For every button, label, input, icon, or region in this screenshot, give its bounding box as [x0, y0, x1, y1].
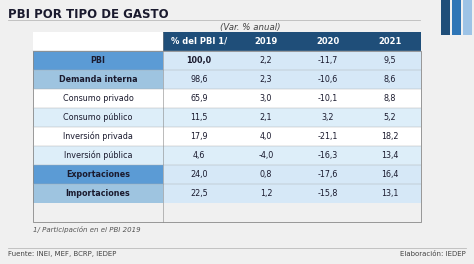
Text: -17,6: -17,6 — [318, 170, 338, 179]
Text: 16,4: 16,4 — [381, 170, 399, 179]
Text: 2021: 2021 — [378, 37, 401, 46]
Text: 0,8: 0,8 — [260, 170, 272, 179]
FancyBboxPatch shape — [33, 89, 163, 108]
Text: Inversión pública: Inversión pública — [64, 151, 132, 160]
Text: PBI: PBI — [91, 56, 106, 65]
Text: 3,0: 3,0 — [260, 94, 272, 103]
Text: 13,4: 13,4 — [381, 151, 399, 160]
FancyBboxPatch shape — [441, 0, 450, 35]
FancyBboxPatch shape — [463, 0, 472, 35]
FancyBboxPatch shape — [163, 32, 421, 51]
FancyBboxPatch shape — [33, 108, 163, 127]
FancyBboxPatch shape — [452, 0, 461, 35]
FancyBboxPatch shape — [33, 127, 163, 146]
Text: 65,9: 65,9 — [190, 94, 208, 103]
Text: -15,8: -15,8 — [318, 189, 338, 198]
Text: 2020: 2020 — [316, 37, 340, 46]
Text: 3,2: 3,2 — [322, 113, 334, 122]
Text: -11,7: -11,7 — [318, 56, 338, 65]
Text: 98,6: 98,6 — [190, 75, 208, 84]
FancyBboxPatch shape — [33, 165, 163, 184]
Text: PBI POR TIPO DE GASTO: PBI POR TIPO DE GASTO — [8, 8, 169, 21]
FancyBboxPatch shape — [163, 108, 421, 127]
Text: 1,2: 1,2 — [260, 189, 272, 198]
Text: 24,0: 24,0 — [190, 170, 208, 179]
Text: -10,6: -10,6 — [318, 75, 338, 84]
Text: -4,0: -4,0 — [258, 151, 273, 160]
Text: -16,3: -16,3 — [318, 151, 338, 160]
Text: 1/ Participación en el PBI 2019: 1/ Participación en el PBI 2019 — [33, 226, 141, 233]
Text: Exportaciones: Exportaciones — [66, 170, 130, 179]
FancyBboxPatch shape — [163, 146, 421, 165]
FancyBboxPatch shape — [163, 51, 421, 70]
FancyBboxPatch shape — [163, 127, 421, 146]
Text: Consumo privado: Consumo privado — [63, 94, 134, 103]
Text: -21,1: -21,1 — [318, 132, 338, 141]
Text: 2,3: 2,3 — [260, 75, 272, 84]
FancyBboxPatch shape — [33, 70, 163, 89]
FancyBboxPatch shape — [163, 70, 421, 89]
Text: 13,1: 13,1 — [381, 189, 399, 198]
Text: 11,5: 11,5 — [190, 113, 208, 122]
Text: 8,8: 8,8 — [384, 94, 396, 103]
FancyBboxPatch shape — [163, 165, 421, 184]
Text: 17,9: 17,9 — [190, 132, 208, 141]
Text: 5,2: 5,2 — [383, 113, 396, 122]
Text: 4,0: 4,0 — [260, 132, 272, 141]
Text: -10,1: -10,1 — [318, 94, 338, 103]
Text: 4,6: 4,6 — [193, 151, 205, 160]
Text: Demanda interna: Demanda interna — [59, 75, 137, 84]
Text: 2,2: 2,2 — [260, 56, 272, 65]
Text: 18,2: 18,2 — [381, 132, 399, 141]
FancyBboxPatch shape — [163, 89, 421, 108]
Text: 9,5: 9,5 — [383, 56, 396, 65]
Text: Fuente: INEI, MEF, BCRP, IEDEP: Fuente: INEI, MEF, BCRP, IEDEP — [8, 251, 117, 257]
FancyBboxPatch shape — [33, 184, 163, 203]
FancyBboxPatch shape — [33, 32, 163, 51]
Text: % del PBI 1/: % del PBI 1/ — [171, 37, 227, 46]
Text: 8,6: 8,6 — [384, 75, 396, 84]
FancyBboxPatch shape — [33, 146, 163, 165]
FancyBboxPatch shape — [163, 184, 421, 203]
Text: (Var. % anual): (Var. % anual) — [220, 23, 280, 32]
Text: 2,1: 2,1 — [260, 113, 272, 122]
Text: Consumo público: Consumo público — [63, 113, 133, 122]
Text: Elaboración: IEDEP: Elaboración: IEDEP — [400, 251, 466, 257]
FancyBboxPatch shape — [33, 51, 163, 70]
Text: Importaciones: Importaciones — [65, 189, 130, 198]
Text: 100,0: 100,0 — [186, 56, 211, 65]
Text: Inversión privada: Inversión privada — [63, 132, 133, 141]
Text: 22,5: 22,5 — [190, 189, 208, 198]
Text: 2019: 2019 — [255, 37, 278, 46]
